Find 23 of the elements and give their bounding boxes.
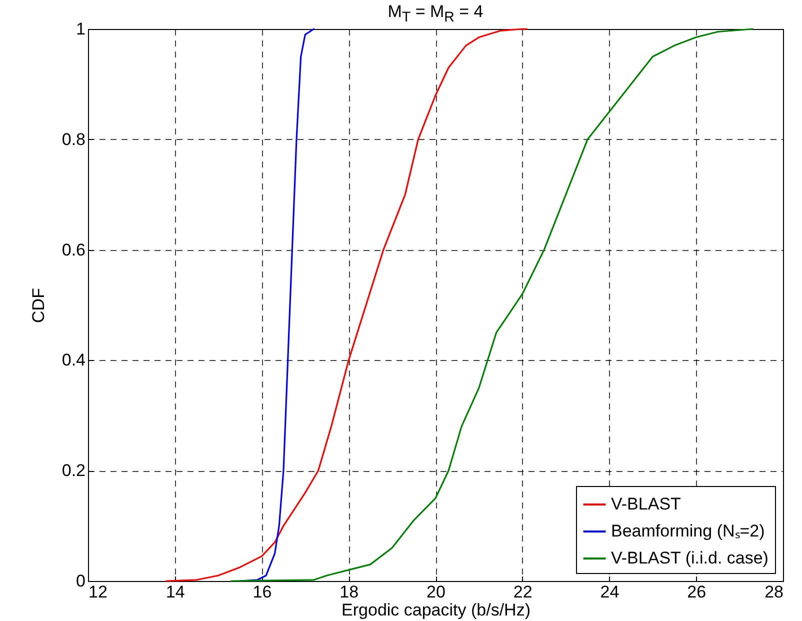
- y-tick-label: 0: [76, 572, 86, 590]
- y-axis-title: CDF: [28, 288, 48, 323]
- y-tick-label: 1: [76, 20, 86, 38]
- chart-title: M$_{T}$ = M$_{R}$ = 4: [386, 2, 484, 26]
- legend-label: V-BLAST (i.i.d. case): [611, 548, 768, 568]
- x-tick-label: 26: [687, 582, 706, 602]
- y-tick-label: 0.2: [62, 461, 86, 480]
- x-tick-label: 20: [426, 582, 446, 602]
- y-tick-label: 0.8: [62, 130, 86, 149]
- x-tick-label: 12: [88, 582, 108, 602]
- line-series: [239, 28, 315, 582]
- legend-label: V-BLAST: [611, 494, 681, 514]
- y-tick-label: 0.4: [62, 350, 86, 370]
- legend-label: Beamforming (Nₛ=2): [611, 522, 765, 540]
- x-tick-label: 22: [513, 582, 532, 602]
- x-tick-label: 24: [600, 582, 620, 602]
- x-tick-label: 16: [252, 582, 272, 602]
- line-series: [165, 28, 528, 582]
- x-tick-label: 28: [764, 582, 784, 602]
- x-axis-title: Ergodic capacity (b/s/Hz): [342, 600, 530, 620]
- x-tick-label: 14: [166, 582, 185, 602]
- x-tick-label: 18: [340, 582, 359, 602]
- y-tick-label: 0.6: [62, 240, 86, 260]
